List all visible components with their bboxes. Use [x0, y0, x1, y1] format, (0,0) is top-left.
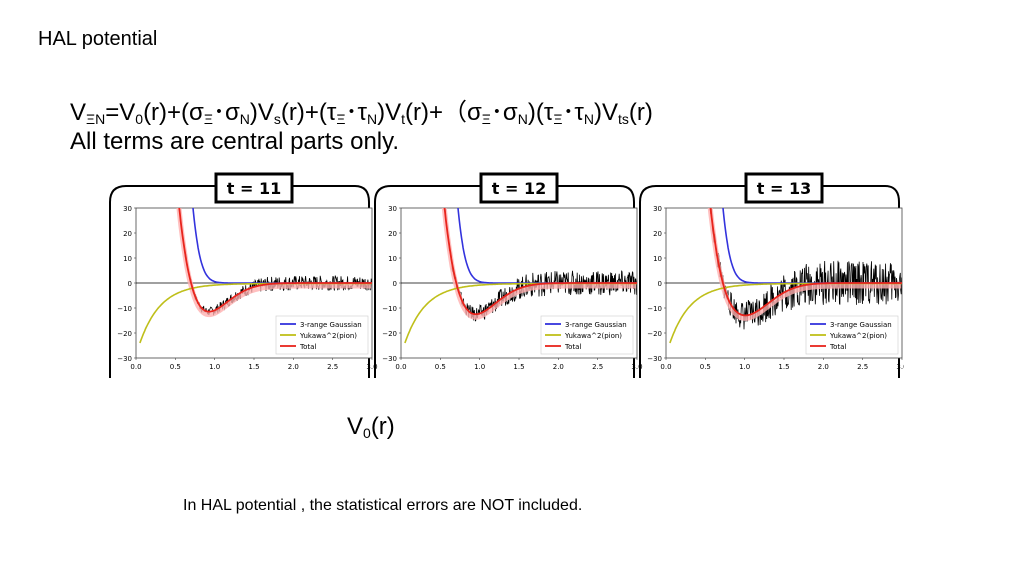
legend-label: Yukawa^2(pion) — [299, 332, 357, 340]
total-series — [443, 208, 637, 316]
total-series — [178, 208, 372, 313]
chart-panel-1: t = 11 30 20 10 0 −10 −20 −300.0 0.5 1.0 1.5 2.0 2.5… — [109, 172, 378, 378]
legend-label: Yukawa^2(pion) — [564, 332, 622, 340]
y-tick-label: 10 — [123, 255, 132, 263]
x-tick-label: 1.5 — [248, 363, 259, 371]
y-tick-label: 30 — [653, 205, 662, 213]
plot-content — [136, 208, 372, 344]
x-tick-label: 3.0 — [896, 363, 904, 371]
x-tick-label: 0.0 — [130, 363, 141, 371]
legend-label: 3-range Gaussian — [300, 321, 362, 329]
x-tick-label: 0.5 — [700, 363, 711, 371]
chart-panel-2: t = 12 30 20 10 0 −10 −20 −300.0 0.5 1.0 1.5 2.0 2.5… — [374, 172, 643, 378]
total-series — [709, 208, 902, 317]
x-tick-label: 0.5 — [435, 363, 446, 371]
y-tick-label: 10 — [653, 255, 662, 263]
potential-formula: VΞN=V0(r)+(σΞ･σN)Vs(r)+(τΞ･τN)Vt(r)+（σΞ･… — [70, 99, 653, 127]
plot-content — [401, 208, 637, 344]
central-parts-note: All terms are central parts only. — [70, 128, 400, 155]
y-tick-label: 0 — [128, 280, 132, 288]
y-tick-label: −20 — [647, 330, 662, 338]
legend-label: Total — [564, 343, 581, 351]
y-tick-label: −30 — [117, 355, 132, 363]
x-tick-label: 1.0 — [474, 363, 485, 371]
y-tick-label: 30 — [123, 205, 132, 213]
y-tick-label: 20 — [388, 230, 397, 238]
chart-title: t = 13 — [757, 179, 811, 198]
footnote: In HAL potential , the statistical error… — [183, 497, 583, 514]
x-tick-label: 1.5 — [778, 363, 789, 371]
y-tick-label: 0 — [658, 280, 662, 288]
legend-label: Total — [829, 343, 846, 351]
x-tick-label: 1.5 — [513, 363, 524, 371]
slide-title: HAL potential — [38, 28, 158, 50]
y-tick-label: −20 — [382, 330, 397, 338]
title-box — [479, 172, 559, 204]
x-tick-label: 2.5 — [327, 363, 338, 371]
y-tick-label: −30 — [382, 355, 397, 363]
y-tick-label: −20 — [117, 330, 132, 338]
legend-label: Yukawa^2(pion) — [829, 332, 887, 340]
chart-title: t = 11 — [227, 179, 281, 198]
chart-panel-3: t = 13 30 20 10 0 −10 −20 −300.0 0.5 1.0 1.5 2.0 2.5… — [639, 172, 904, 378]
y-tick-label: 10 — [388, 255, 397, 263]
x-tick-label: 2.0 — [288, 363, 299, 371]
v0-label: V0(r) — [347, 413, 395, 441]
y-tick-label: −10 — [117, 305, 132, 313]
y-tick-label: 20 — [653, 230, 662, 238]
x-tick-label: 2.5 — [857, 363, 868, 371]
x-tick-label: 1.0 — [209, 363, 220, 371]
y-tick-label: −10 — [382, 305, 397, 313]
plot-content — [666, 208, 902, 344]
x-tick-label: 2.0 — [553, 363, 564, 371]
x-tick-label: 3.0 — [631, 363, 642, 371]
legend-label: 3-range Gaussian — [565, 321, 627, 329]
x-tick-label: 0.5 — [170, 363, 181, 371]
x-tick-label: 1.0 — [739, 363, 750, 371]
x-tick-label: 2.5 — [592, 363, 603, 371]
title-box — [744, 172, 824, 204]
y-tick-label: 30 — [388, 205, 397, 213]
legend-label: 3-range Gaussian — [830, 321, 892, 329]
y-tick-label: 0 — [393, 280, 397, 288]
x-tick-label: 2.0 — [818, 363, 829, 371]
y-tick-label: 20 — [123, 230, 132, 238]
error-band — [176, 208, 372, 318]
y-tick-label: −30 — [647, 355, 662, 363]
legend-label: Total — [299, 343, 316, 351]
chart-title: t = 12 — [492, 179, 546, 198]
error-band — [707, 208, 902, 321]
x-tick-label: 0.0 — [660, 363, 671, 371]
error-band — [441, 208, 637, 320]
y-tick-label: −10 — [647, 305, 662, 313]
x-tick-label: 3.0 — [366, 363, 377, 371]
x-tick-label: 0.0 — [395, 363, 406, 371]
title-box — [214, 172, 294, 204]
